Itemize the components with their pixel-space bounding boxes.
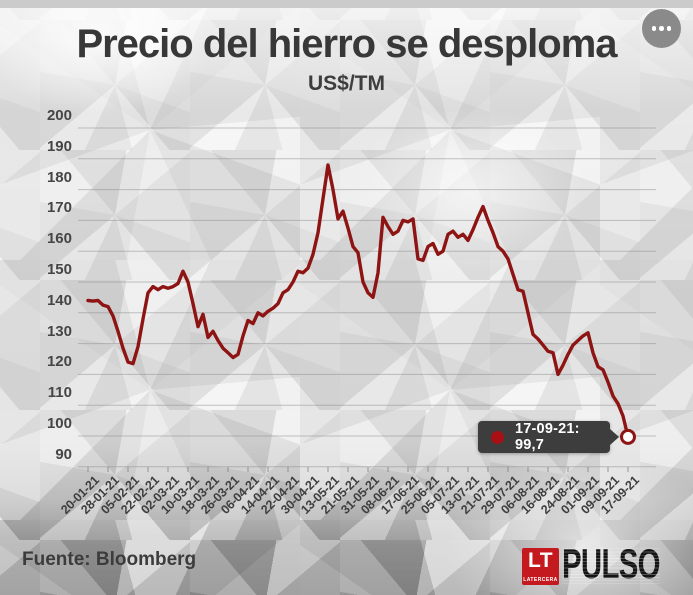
y-axis-label: 150 (46, 261, 72, 278)
top-strip (0, 0, 693, 8)
y-axis-label: 140 (46, 291, 72, 309)
lt-logo-text: LT (527, 549, 554, 572)
end-point-marker (620, 428, 636, 445)
y-axis-label: 110 (47, 384, 72, 402)
latercera-logo-text: LATERCERA (523, 576, 558, 583)
pulso-logo-text: PULSO (562, 540, 660, 587)
y-axis-label: 170 (46, 199, 72, 217)
price-line (86, 163, 630, 439)
source-credit: Fuente: Bloomberg (22, 549, 197, 570)
more-options-button[interactable] (642, 9, 681, 48)
y-axis-label: 200 (46, 107, 72, 124)
chart-unit-label: US$/TM (307, 72, 385, 95)
y-axis-label: 130 (46, 322, 72, 340)
y-axis-label: 180 (46, 168, 72, 186)
ellipsis-icon (650, 26, 673, 31)
y-axis-label: 190 (46, 137, 72, 155)
y-axis-label: 100 (46, 415, 72, 432)
lt-pulso-logo: LT LATERCERA PULSO (522, 540, 693, 588)
y-axis-label: 120 (46, 353, 72, 371)
la-tercera-logo: LT LATERCERA (522, 548, 559, 585)
y-axis-label: 90 (55, 445, 72, 463)
tooltip-label: 17-09-21: 99,7 (515, 421, 580, 453)
y-axis-label: 160 (46, 230, 72, 248)
last-value-tooltip: 17-09-21: 99,7 (478, 421, 619, 453)
series-dot-icon (491, 430, 504, 444)
page-title: Precio del hierro se desploma (76, 22, 617, 66)
